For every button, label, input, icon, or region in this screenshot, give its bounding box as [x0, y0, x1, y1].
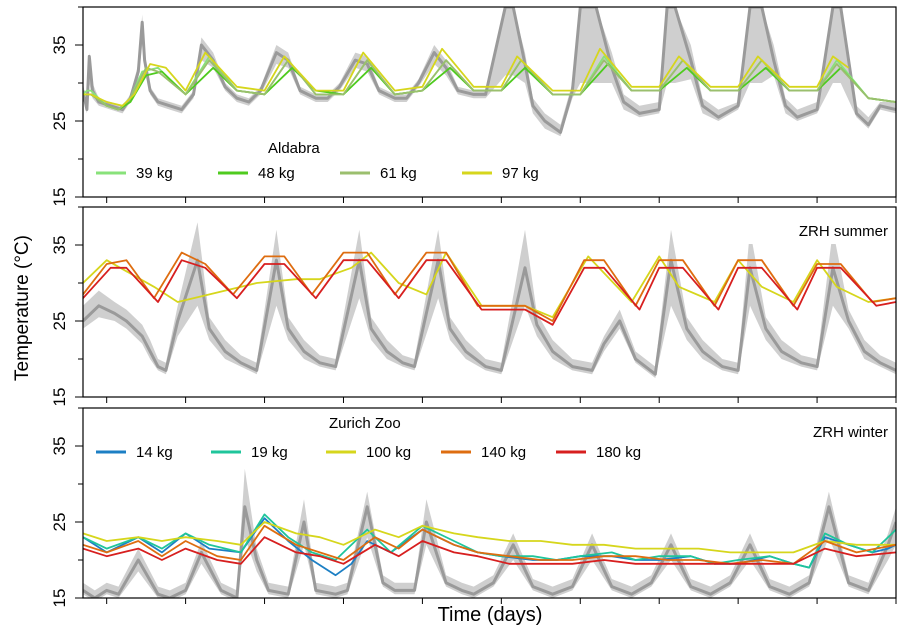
ambient-line — [83, 505, 896, 598]
panel-label: ZRH winter — [813, 424, 888, 441]
panel-frame — [82, 407, 897, 599]
panels-layer: 15 25 35 Aldabra 39 kg 48 kg 61 kg 97 kg 15 25 35 Z… — [50, 6, 897, 608]
legend-item: 180 kg — [556, 444, 641, 461]
series-line-140-kg — [83, 524, 896, 565]
series-line-48-kg — [83, 63, 896, 111]
legend-label: 61 kg — [380, 165, 417, 182]
legend-item: 100 kg — [326, 444, 411, 461]
ambient-line — [83, 7, 896, 134]
legend-label: 100 kg — [366, 444, 411, 461]
series-line-61-kg — [83, 59, 896, 111]
panel-label-bg — [748, 409, 894, 445]
y-tick-label: 15 — [50, 188, 69, 207]
x-axis-label: Time (days) — [438, 604, 543, 626]
panel-bottom: 15 25 35 ZRH winter Zurich Zoo 14 kg 19 kg 100 … — [50, 407, 897, 608]
series-line-100-kg — [83, 521, 896, 554]
series-line-180-kg — [83, 259, 896, 326]
legend-label: 19 kg — [251, 444, 288, 461]
y-tick-label: 35 — [50, 36, 69, 55]
legend: Zurich Zoo 14 kg 19 kg 100 kg 140 kg 180 kg — [96, 415, 641, 461]
y-tick-label: 25 — [50, 112, 69, 131]
legend-item: 48 kg — [218, 165, 295, 182]
legend-label: 140 kg — [481, 444, 526, 461]
panel-label: ZRH summer — [799, 223, 888, 240]
legend-label: 48 kg — [258, 165, 295, 182]
y-tick-label: 25 — [50, 513, 69, 532]
y-tick-label: 15 — [50, 589, 69, 608]
legend-item: 14 kg — [96, 444, 173, 461]
legend-item: 39 kg — [96, 165, 173, 182]
plot-area — [83, 222, 896, 378]
y-tick-label: 15 — [50, 388, 69, 407]
legend-label: 97 kg — [502, 165, 539, 182]
legend-label: 180 kg — [596, 444, 641, 461]
legend-item: 19 kg — [211, 444, 288, 461]
y-tick-label: 35 — [50, 437, 69, 456]
legend: Aldabra 39 kg 48 kg 61 kg 97 kg — [96, 140, 539, 182]
ambient-band — [83, 468, 896, 598]
panel-top: 15 25 35 Aldabra 39 kg 48 kg 61 kg 97 kg — [50, 6, 897, 207]
plot-area — [83, 7, 896, 137]
series-line-180-kg — [83, 536, 896, 565]
y-tick-label: 35 — [50, 236, 69, 255]
series-line-97-kg — [83, 47, 850, 107]
legend-label: 39 kg — [136, 165, 173, 182]
panel-frame — [82, 6, 897, 198]
plot-area — [83, 468, 896, 598]
panel-frame — [82, 206, 897, 398]
ambient-line — [83, 258, 896, 376]
series-line-140-kg — [83, 251, 896, 322]
series-line-19-kg — [83, 513, 896, 569]
legend-title: Zurich Zoo — [329, 415, 401, 432]
y-axis-label: Temperature (°C) — [12, 235, 33, 381]
legend-item: 140 kg — [441, 444, 526, 461]
legend-item: 61 kg — [340, 165, 417, 182]
y-tick-label: 25 — [50, 312, 69, 331]
panel-label-bg — [748, 208, 894, 244]
legend-title: Aldabra — [268, 140, 320, 157]
legend-label: 14 kg — [136, 444, 173, 461]
panel-middle: 15 25 35 ZRH summer — [50, 206, 897, 407]
legend-item: 97 kg — [462, 165, 539, 182]
